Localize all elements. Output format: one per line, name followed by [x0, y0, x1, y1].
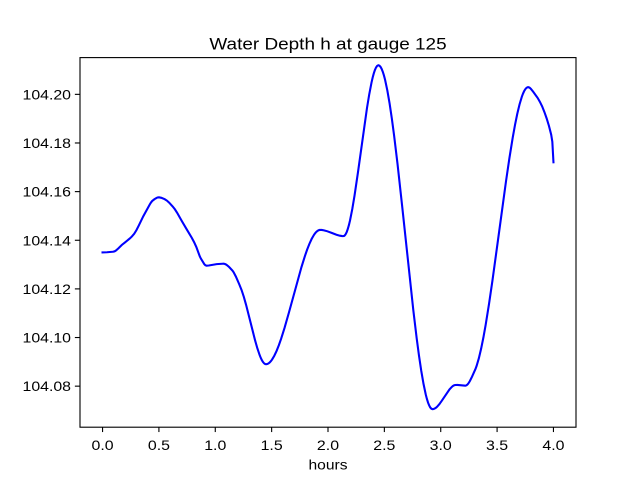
svg-text:104.20: 104.20	[23, 86, 72, 102]
svg-text:104.12: 104.12	[23, 281, 72, 297]
svg-text:104.16: 104.16	[23, 184, 72, 200]
svg-text:104.10: 104.10	[23, 330, 72, 346]
svg-text:2.0: 2.0	[317, 437, 339, 453]
svg-text:104.08: 104.08	[23, 378, 72, 394]
svg-text:Water Depth h at gauge 125: Water Depth h at gauge 125	[209, 34, 446, 53]
svg-text:1.0: 1.0	[204, 437, 226, 453]
svg-text:0.0: 0.0	[92, 437, 114, 453]
svg-text:3.5: 3.5	[486, 437, 508, 453]
svg-text:2.5: 2.5	[373, 437, 395, 453]
svg-text:4.0: 4.0	[542, 437, 564, 453]
svg-text:3.0: 3.0	[430, 437, 452, 453]
svg-text:hours: hours	[309, 456, 348, 472]
svg-text:1.5: 1.5	[261, 437, 283, 453]
svg-text:104.18: 104.18	[23, 135, 72, 151]
svg-text:0.5: 0.5	[148, 437, 170, 453]
svg-text:104.14: 104.14	[23, 232, 72, 248]
